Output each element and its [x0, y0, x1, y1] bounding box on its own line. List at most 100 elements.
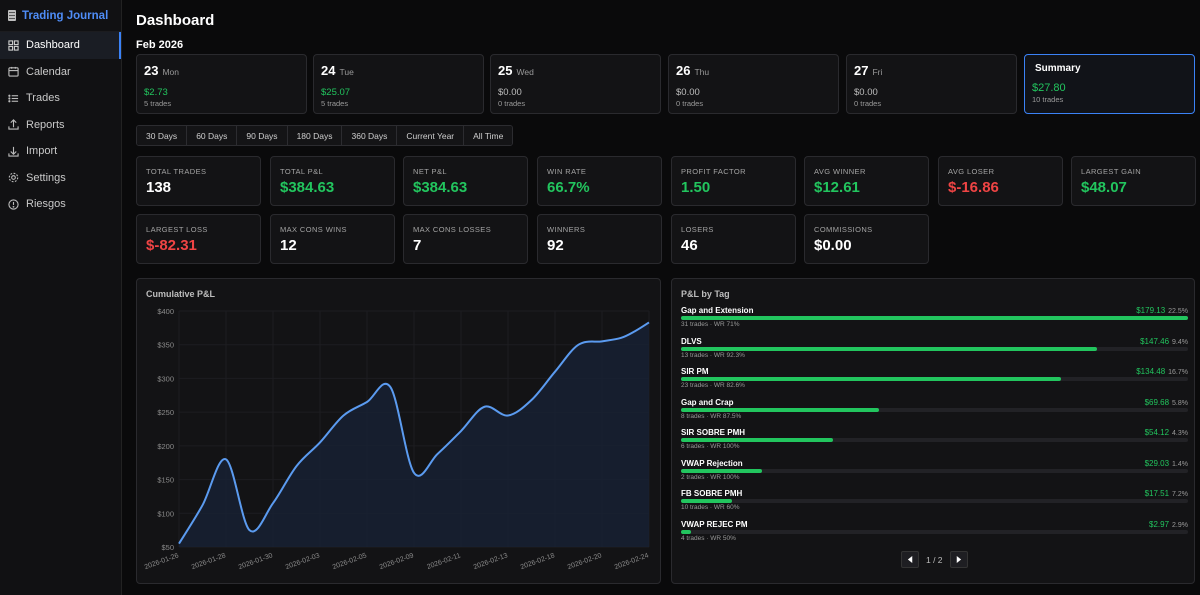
range-360-days[interactable]: 360 Days	[342, 126, 398, 145]
tag-row[interactable]: FB SOBRE PMH $17.51 7.2% 10 trades · WR 60%	[681, 489, 1188, 519]
stat-label: Total Trades	[146, 167, 207, 176]
tag-row[interactable]: Gap and Extension $179.13 22.5% 31 trades ·…	[681, 306, 1188, 336]
day-weekday: Wed	[516, 67, 534, 77]
day-trades: 5 trades	[144, 99, 172, 108]
stat-value: 12	[280, 237, 297, 254]
nav-item-settings[interactable]: Settings	[0, 165, 121, 192]
nav-item-trades[interactable]: Trades	[0, 85, 121, 112]
tag-pnl: $54.12	[1144, 428, 1170, 437]
range-60-days[interactable]: 60 Days	[187, 126, 238, 145]
summary-trades: 10 trades	[1032, 95, 1064, 104]
range-all-time[interactable]: All Time	[464, 126, 513, 145]
tag-pnl: $134.48	[1136, 367, 1166, 376]
range-30-days[interactable]: 30 Days	[137, 126, 188, 145]
tag-row[interactable]: VWAP Rejection $29.03 1.4% 2 trades · WR 10…	[681, 459, 1188, 489]
tag-name: SIR PM	[681, 367, 709, 376]
nav-label: Riesgos	[26, 198, 66, 211]
stat-max-cons-losses: Max Cons Losses 7	[403, 214, 528, 264]
grid-icon	[8, 40, 19, 51]
tag-pct: 2.9%	[1172, 521, 1188, 529]
nav-item-reports[interactable]: Reports	[0, 112, 121, 139]
nav-menu: Dashboard Calendar Trades Reports Import…	[0, 32, 121, 218]
range-current-year[interactable]: Current Year	[397, 126, 465, 145]
nav-label: Calendar	[26, 65, 71, 78]
day-card[interactable]: 24 Tue $25.07 5 trades	[313, 54, 484, 114]
nav-item-riesgos[interactable]: Riesgos	[0, 191, 121, 218]
x-tick-label: 2026-02-09	[379, 552, 415, 571]
prev-page-button[interactable]	[901, 551, 919, 568]
tag-pct: 5.8%	[1172, 399, 1188, 407]
tag-value: $147.46 9.4%	[1140, 337, 1188, 346]
y-tick-label: $400	[157, 307, 174, 316]
x-tick-label: 2026-02-18	[520, 552, 556, 571]
tag-pnl: $2.97	[1149, 519, 1170, 529]
range-180-days[interactable]: 180 Days	[287, 126, 343, 145]
range-90-days[interactable]: 90 Days	[237, 126, 288, 145]
tag-name: Gap and Extension	[681, 306, 754, 315]
summary-title: Summary	[1035, 63, 1081, 74]
tag-value: $29.03 1.4%	[1145, 459, 1188, 468]
day-card[interactable]: 25 Wed $0.00 0 trades	[490, 54, 661, 114]
stat-label: Profit Factor	[681, 167, 746, 176]
day-trades: 5 trades	[321, 99, 349, 108]
stat-avg-winner: Avg Winner $12.61	[804, 156, 929, 206]
tag-stats: 31 trades · WR 71%	[681, 321, 740, 328]
summary-pnl: $27.80	[1032, 82, 1066, 94]
stat-value: $384.63	[280, 179, 335, 196]
tag-bar-fill	[681, 438, 834, 442]
tag-bar-track	[681, 316, 1188, 320]
tag-stats: 23 trades · WR 82.6%	[681, 382, 745, 389]
tag-row[interactable]: VWAP REJEC PM $2.97 2.9% 4 trades · WR 50%	[681, 520, 1188, 550]
day-trades: 0 trades	[854, 99, 882, 108]
page-indicator: 1 / 2	[926, 554, 943, 565]
next-page-button[interactable]	[949, 551, 968, 568]
stat-label: Losers	[681, 225, 714, 234]
tag-bar-fill	[681, 407, 879, 412]
tag-value: $2.97 2.9%	[1149, 520, 1188, 529]
stat-value: 7	[413, 237, 422, 254]
tag-row[interactable]: Gap and Crap $69.68 5.8% 8 trades · WR 87.5…	[681, 398, 1188, 428]
tag-pct: 22.5%	[1168, 308, 1188, 315]
tag-row[interactable]: DLVS $147.46 9.4% 13 trades · WR 92.3%	[681, 337, 1188, 367]
x-tick-label: 2026-01-28	[191, 552, 227, 571]
x-tick-label: 2026-02-03	[285, 552, 321, 571]
day-weekday: Tue	[339, 67, 354, 77]
y-tick-label: $100	[157, 509, 174, 518]
gear-icon	[8, 172, 19, 183]
stat-profit-factor: Profit Factor 1.50	[671, 156, 796, 206]
nav-item-import[interactable]: Import	[0, 138, 121, 165]
tag-value: $54.12 4.3%	[1145, 428, 1188, 437]
day-card[interactable]: 23 Mon $2.73 5 trades	[136, 54, 307, 114]
tag-bar-track	[681, 346, 1188, 351]
stat-label: Total P&L	[280, 167, 324, 176]
day-pnl: $25.07	[321, 87, 351, 98]
stat-value: $48.07	[1081, 179, 1127, 196]
tag-name: Gap and Crap	[681, 397, 734, 407]
stat-total-pnl: Total P&L $384.63	[270, 156, 395, 206]
nav-item-dashboard[interactable]: Dashboard	[0, 32, 121, 59]
tag-pnl: $179.13	[1136, 306, 1166, 315]
stat-avg-loser: Avg Loser $-16.86	[938, 156, 1063, 206]
day-card[interactable]: 27 Fri $0.00 0 trades	[846, 54, 1017, 114]
day-card[interactable]: 26 Thu $0.00 0 trades	[668, 54, 839, 114]
nav-item-calendar[interactable]: Calendar	[0, 59, 121, 86]
brand[interactable]: Trading Journal	[0, 0, 121, 32]
stat-commissions: Commissions $0.00	[804, 214, 929, 264]
tag-row[interactable]: SIR PM $134.48 16.7% 23 trades · WR 82.6%	[681, 367, 1188, 397]
tag-bar-fill	[681, 468, 763, 473]
cumulative-pnl-chart: $50 $100 $150 $200 $250 $300 $350 $400 2026-01-2…	[144, 307, 650, 571]
day-pnl: $2.73	[144, 87, 168, 98]
stat-max-cons-wins: Max Cons Wins 12	[270, 214, 395, 264]
sidebar: Trading Journal Dashboard Calendar Trade…	[0, 0, 122, 595]
tag-pnl: $29.03	[1144, 458, 1170, 468]
stat-value: $-16.86	[948, 179, 999, 196]
y-tick-label: $200	[157, 442, 174, 451]
triangle-right-icon	[956, 556, 962, 563]
tag-row[interactable]: SIR SOBRE PMH $54.12 4.3% 6 trades · WR 100…	[681, 428, 1188, 458]
summary-card[interactable]: Summary $27.80 10 trades	[1024, 54, 1195, 114]
x-tick-label: 2026-01-30	[238, 552, 274, 571]
pnl-by-tag-panel: P&L by Tag Gap and Extension $179.13 22.5%…	[671, 278, 1195, 584]
nav-label: Import	[26, 145, 58, 158]
y-tick-label: $150	[157, 476, 174, 485]
upload-icon	[8, 119, 19, 130]
